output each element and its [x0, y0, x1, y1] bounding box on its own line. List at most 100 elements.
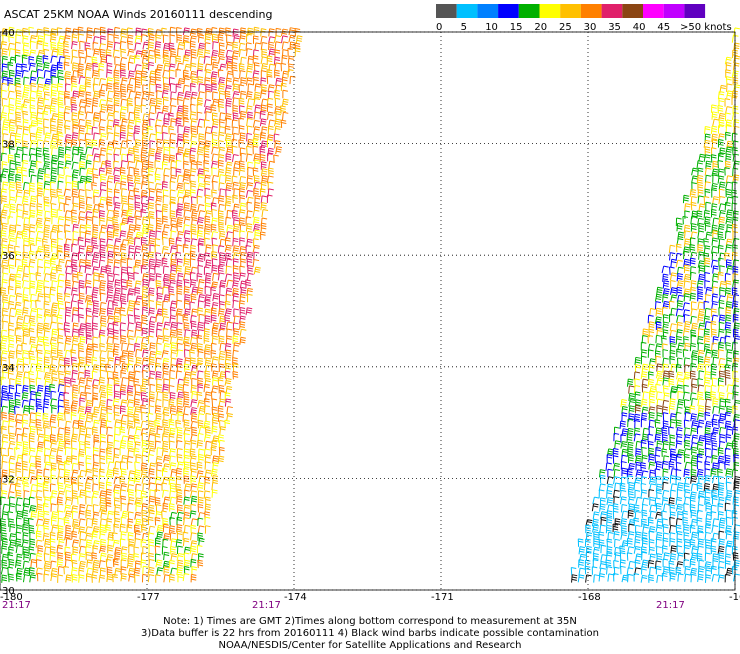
wind-barb [142, 315, 147, 323]
wind-barb [94, 91, 100, 98]
wind-barb [190, 141, 196, 148]
wind-barb [120, 294, 126, 302]
wind-barb [107, 189, 112, 197]
wind-barb [220, 286, 225, 294]
wind-barb [127, 344, 134, 351]
wind-barb [86, 190, 91, 198]
wind-barb [169, 286, 174, 294]
wind-barb [711, 539, 716, 547]
wind-barb [663, 524, 668, 532]
wind-barb [163, 420, 168, 428]
wind-barb [22, 274, 28, 281]
wind-barb [100, 218, 105, 226]
wind-barb [121, 29, 127, 37]
wind-barb [10, 308, 16, 315]
wind-barb [36, 238, 41, 246]
wind-barb [150, 141, 155, 149]
wind-barb [30, 98, 35, 106]
wind-barb [676, 420, 681, 428]
wind-barb [692, 323, 698, 330]
wind-barb [191, 496, 197, 504]
wind-barb [162, 433, 168, 441]
wind-barb [184, 161, 189, 169]
wind-barb [164, 343, 170, 351]
wind-barb [218, 50, 224, 57]
wind-barb [57, 62, 62, 70]
wind-barb [141, 238, 146, 246]
wind-barb [100, 392, 106, 399]
wind-barb [685, 462, 692, 469]
wind-barb [100, 309, 106, 316]
colorbar-swatch [560, 4, 581, 18]
wind-barb [36, 363, 42, 371]
wind-barb [157, 112, 164, 119]
wind-barb [220, 447, 225, 455]
wind-barb [37, 337, 43, 344]
wind-barb [726, 245, 732, 252]
wind-barb [78, 237, 83, 245]
wind-barb [184, 497, 190, 505]
wind-barb [114, 27, 120, 35]
wind-barb [663, 378, 669, 385]
wind-barb [218, 378, 223, 386]
wind-barb [2, 49, 8, 57]
wind-barb [247, 231, 253, 239]
wind-barb [150, 77, 156, 85]
wind-barb [78, 497, 83, 505]
wind-barb [72, 511, 78, 519]
wind-barb [150, 119, 155, 127]
wind-barb [706, 392, 711, 400]
wind-barb [79, 561, 85, 568]
wind-barb [66, 266, 72, 273]
wind-barb [719, 553, 724, 561]
wind-barb [135, 531, 140, 539]
wind-barb [600, 475, 605, 483]
wind-barb [38, 511, 43, 519]
wind-barb [8, 567, 13, 575]
wind-barb [648, 350, 653, 358]
wind-barb [191, 321, 196, 329]
wind-barb [649, 531, 654, 539]
wind-barb [2, 575, 7, 583]
wind-barb [226, 118, 232, 126]
wind-barb [226, 217, 232, 225]
wind-barb [72, 83, 78, 91]
wind-barb [24, 50, 29, 58]
wind-barb [635, 560, 640, 568]
wind-barb [9, 212, 15, 219]
wind-barb [711, 546, 716, 554]
wind-barb [94, 118, 99, 126]
wind-barb [726, 154, 731, 162]
wind-barb [86, 147, 92, 154]
wind-barb [684, 358, 690, 366]
wind-barb [44, 511, 50, 519]
wind-barb [50, 455, 55, 463]
wind-barb [122, 203, 128, 210]
wind-barb [183, 98, 189, 106]
wind-barb [22, 92, 28, 99]
wind-barb [177, 190, 184, 197]
wind-barb [87, 349, 92, 357]
wind-barb [106, 168, 112, 176]
wind-barb [219, 356, 225, 364]
wind-barb [225, 91, 230, 99]
wind-barb [164, 455, 170, 462]
wind-barb [136, 119, 141, 127]
wind-barb [199, 211, 206, 218]
wind-barb [23, 561, 29, 569]
wind-barb [23, 288, 29, 296]
wind-barb [218, 169, 224, 177]
wind-barb [205, 427, 210, 435]
wind-barb [59, 112, 64, 120]
wind-barb [212, 490, 217, 498]
wind-barb [78, 272, 83, 280]
wind-barb [72, 329, 78, 337]
wind-barb [16, 469, 21, 477]
wind-barb [246, 154, 252, 162]
wind-barb [155, 351, 161, 358]
wind-barb [683, 392, 689, 399]
wind-barb [641, 490, 647, 498]
wind-barb [648, 335, 653, 343]
wind-barb [65, 182, 71, 189]
wind-barb [58, 167, 63, 175]
